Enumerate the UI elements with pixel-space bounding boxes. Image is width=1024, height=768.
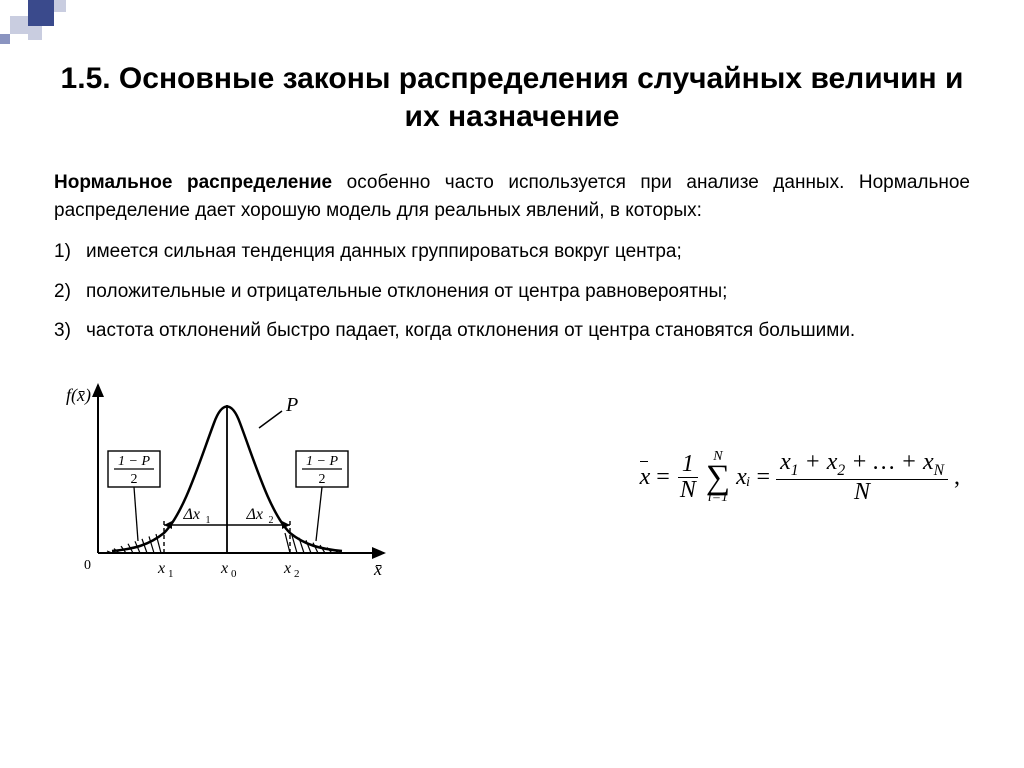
svg-text:0: 0 <box>84 558 91 573</box>
equals-sign: = <box>757 464 771 491</box>
list-item: частота отклонений быстро падает, когда … <box>54 317 970 345</box>
figures-row: Pf(x̄)x̄0x1x0x2Δx1Δx21 − P21 − P2 x = 1 … <box>54 373 970 583</box>
svg-text:0: 0 <box>231 568 237 580</box>
criteria-list: имеется сильная тенденция данных группир… <box>54 238 970 345</box>
corner-decoration <box>0 0 90 60</box>
svg-text:1 − P: 1 − P <box>306 454 338 469</box>
list-item: положительные и отрицательные отклонения… <box>54 278 970 306</box>
sigma-sum: N ∑ i=1 <box>706 450 730 505</box>
list-item: имеется сильная тенденция данных группир… <box>54 238 970 266</box>
svg-text:1 − P: 1 − P <box>118 454 150 469</box>
svg-text:P: P <box>285 394 298 416</box>
bell-curve-chart: Pf(x̄)x̄0x1x0x2Δx1Δx21 − P21 − P2 <box>64 373 394 583</box>
slide-title: 1.5. Основные законы распределения случа… <box>54 60 970 135</box>
svg-text:2: 2 <box>269 515 274 526</box>
intro-paragraph: Нормальное распределение особенно часто … <box>54 169 970 224</box>
svg-text:x̄: x̄ <box>373 559 382 579</box>
xbar-symbol: x <box>640 464 651 491</box>
svg-text:Δx: Δx <box>246 506 264 523</box>
expanded-fraction: x1 + x2 + … + xN N <box>776 450 948 505</box>
one-over-n: 1 N <box>676 452 700 503</box>
mean-formula: x = 1 N N ∑ i=1 xᵢ = x1 + x2 + … + xN N … <box>640 450 960 505</box>
svg-text:2: 2 <box>319 472 326 487</box>
intro-bold: Нормальное распределение <box>54 172 332 193</box>
svg-text:Δx: Δx <box>183 506 201 523</box>
svg-text:1: 1 <box>168 568 174 580</box>
svg-text:2: 2 <box>131 472 138 487</box>
svg-text:x: x <box>157 560 165 577</box>
svg-text:1: 1 <box>206 515 211 526</box>
slide-content: 1.5. Основные законы распределения случа… <box>0 0 1024 583</box>
svg-text:2: 2 <box>294 568 300 580</box>
equals-sign: = <box>656 464 670 491</box>
trailing-comma: , <box>954 464 960 491</box>
svg-text:f(x̄): f(x̄) <box>66 385 91 406</box>
svg-text:x: x <box>220 560 228 577</box>
xi-term: xᵢ <box>736 464 750 491</box>
svg-text:x: x <box>283 560 291 577</box>
